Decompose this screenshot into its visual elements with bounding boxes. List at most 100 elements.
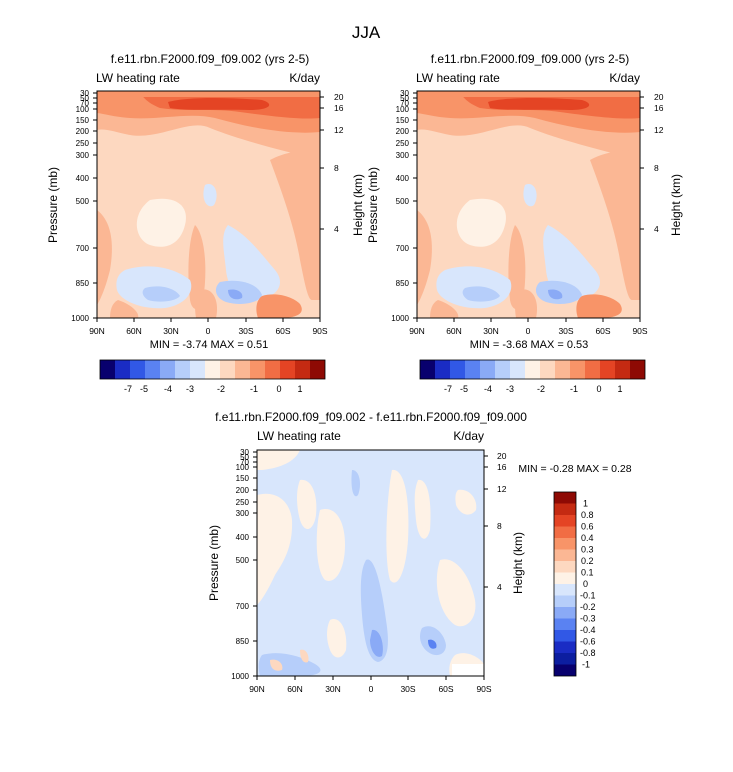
colorbar-label: 0: [276, 384, 281, 394]
colorbar-vertical: 1 0.8 0.6 0.4 0.3 0.2 0.1 0 -0.1 -0.2 -0…: [553, 491, 596, 677]
y2-axis-title: Height (km): [669, 174, 683, 236]
colorbar-swatch: [554, 561, 576, 573]
panel-1: f.e11.rbn.F2000.f09_f09.002 (yrs 2-5) LW…: [46, 52, 365, 394]
pressure-tick-label: 150: [396, 116, 410, 125]
height-tick-label: 20: [654, 92, 664, 102]
pressure-axis: 30 50 70 100 150 200 250 300 400 500 700…: [231, 448, 257, 681]
contour-field: [257, 450, 484, 676]
pressure-axis: 30 50 70 100 150 200 250 300 400 500 700…: [71, 89, 97, 323]
x-tick-label: 0: [206, 326, 211, 336]
x-tick-label: 60N: [126, 326, 142, 336]
colorbar-label: 1: [583, 499, 588, 509]
colorbar-label: 0.4: [581, 533, 594, 543]
x-tick-label: 60N: [446, 326, 462, 336]
colorbar-swatch: [160, 360, 175, 379]
x-tick-label: 30N: [163, 326, 179, 336]
panel-title: f.e11.rbn.F2000.f09_f09.002 (yrs 2-5): [111, 52, 310, 66]
pressure-tick-label: 1000: [71, 314, 89, 323]
colorbar-swatch: [554, 503, 576, 515]
pressure-tick-label: 700: [236, 602, 250, 611]
height-tick-label: 4: [497, 582, 502, 592]
pressure-tick-label: 100: [396, 105, 410, 114]
colorbar-swatch: [615, 360, 630, 379]
colorbar-label: 0.2: [581, 556, 594, 566]
colorbar-label: 1: [617, 384, 622, 394]
variable-label: LW heating rate: [96, 71, 180, 85]
colorbar-label: -5: [140, 384, 148, 394]
height-tick-label: 8: [334, 163, 339, 173]
colorbar-label: -1: [570, 384, 578, 394]
pressure-tick-label: 200: [76, 127, 90, 136]
height-tick-label: 16: [654, 103, 664, 113]
colorbar-swatch: [130, 360, 145, 379]
pressure-tick-label: 200: [396, 127, 410, 136]
colorbar-label: -2: [217, 384, 225, 394]
colorbar-label: -2: [537, 384, 545, 394]
height-tick-label: 12: [497, 484, 507, 494]
height-tick-label: 16: [497, 462, 507, 472]
colorbar-swatch: [235, 360, 250, 379]
colorbar-swatch: [630, 360, 645, 379]
contour-field: [417, 91, 640, 318]
colorbar-swatch: [554, 584, 576, 596]
pressure-tick-label: 250: [396, 139, 410, 148]
colorbar-label: 0.8: [581, 510, 594, 520]
panel-title: f.e11.rbn.F2000.f09_f09.000 (yrs 2-5): [431, 52, 630, 66]
colorbar-label: -0.2: [580, 602, 596, 612]
colorbar-label: -0.8: [580, 648, 596, 658]
colorbar-swatch: [220, 360, 235, 379]
x-tick-label: 90S: [632, 326, 647, 336]
x-tick-label: 30S: [238, 326, 253, 336]
colorbar-swatch: [480, 360, 495, 379]
pressure-tick-label: 50: [240, 453, 249, 462]
pressure-tick-label: 850: [396, 279, 410, 288]
x-tick-label: 30N: [325, 684, 341, 694]
pressure-tick-label: 50: [400, 94, 409, 103]
pressure-tick-label: 300: [236, 509, 250, 518]
pressure-tick-label: 250: [236, 498, 250, 507]
colorbar-swatch: [554, 664, 576, 676]
y-axis-title: Pressure (mb): [366, 167, 380, 243]
colorbar-label: -4: [164, 384, 172, 394]
colorbar-label: -3: [186, 384, 194, 394]
x-tick-label: 90N: [409, 326, 425, 336]
y-axis-title: Pressure (mb): [207, 525, 221, 601]
pressure-tick-label: 700: [396, 244, 410, 253]
colorbar-label: -1: [582, 660, 590, 670]
colorbar-swatch: [554, 653, 576, 665]
pressure-tick-label: 250: [76, 139, 90, 148]
colorbar-label: 0: [583, 579, 588, 589]
pressure-tick-label: 200: [236, 486, 250, 495]
colorbar-swatch: [175, 360, 190, 379]
y-axis-title: Pressure (mb): [46, 167, 60, 243]
pressure-tick-label: 100: [76, 105, 90, 114]
pressure-tick-label: 400: [76, 174, 90, 183]
height-axis: 20 16 12 8 4: [320, 92, 344, 234]
x-axis: 90N 60N 30N 0 30S 60S 90S: [89, 318, 328, 336]
colorbar-swatch: [310, 360, 325, 379]
colorbar: -7 -5 -4 -3 -2 -1 0 1: [419, 359, 646, 394]
colorbar-swatch: [510, 360, 525, 379]
colorbar-label: -5: [460, 384, 468, 394]
height-tick-label: 12: [334, 125, 344, 135]
height-tick-label: 4: [654, 224, 659, 234]
colorbar-label: -7: [124, 384, 132, 394]
pressure-tick-label: 150: [236, 474, 250, 483]
variable-label: LW heating rate: [416, 71, 500, 85]
colorbar-swatch: [554, 607, 576, 619]
figure-title: JJA: [352, 23, 381, 42]
pressure-tick-label: 30: [240, 448, 249, 457]
pressure-tick-label: 1000: [231, 672, 249, 681]
height-tick-label: 16: [334, 103, 344, 113]
pressure-tick-label: 850: [76, 279, 90, 288]
pressure-axis: 30 50 70 100 150 200 250 300 400 500 700…: [391, 89, 417, 323]
y2-axis-title: Height (km): [511, 532, 525, 594]
height-tick-label: 20: [334, 92, 344, 102]
pressure-tick-label: 70: [240, 458, 249, 467]
min-max-stats: MIN = -3.74 MAX = 0.51: [150, 339, 269, 351]
colorbar-swatch: [190, 360, 205, 379]
pressure-tick-label: 300: [396, 151, 410, 160]
panel-title: f.e11.rbn.F2000.f09_f09.002 - f.e11.rbn.…: [215, 410, 527, 424]
panel-3: f.e11.rbn.F2000.f09_f09.002 - f.e11.rbn.…: [207, 410, 632, 694]
